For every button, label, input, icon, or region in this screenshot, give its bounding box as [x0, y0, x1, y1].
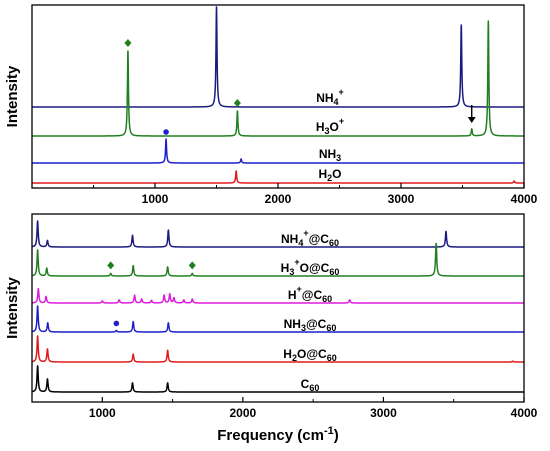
- marker-1-3-0: [113, 320, 120, 327]
- series-label-1-1-after2: @C: [309, 261, 330, 275]
- xtick-label-0-2: 3000: [388, 192, 415, 206]
- series-label-1-0-sub: 4: [298, 238, 303, 248]
- series-label-1-1-sub2: 60: [329, 267, 339, 277]
- series-label-1-4: H2O@C60: [283, 347, 336, 363]
- spectrum-0-2: [32, 138, 524, 164]
- series-label-0-0-sub: 4: [334, 97, 339, 107]
- ylabel-0: Intensity: [4, 65, 21, 127]
- series-label-0-3-sub: 2: [327, 173, 332, 183]
- marker-1-1-0: [107, 261, 115, 270]
- trace-layer: [32, 6, 524, 393]
- series-label-0-2-main: NH: [319, 147, 336, 161]
- series-label-0-1-sub: 3: [325, 126, 330, 136]
- marker-1-1-1: [188, 261, 196, 270]
- series-label-1-4-main: H: [283, 347, 292, 361]
- xlabel-1-sup: -1: [324, 425, 334, 437]
- series-label-1-1-sup: +: [294, 257, 299, 267]
- series-label-1-1-sub: 3: [289, 267, 294, 277]
- xtick-label-0-3: 4000: [511, 192, 538, 206]
- series-label-0-1-after: O: [330, 120, 339, 134]
- marker-0-1-1: [233, 99, 241, 107]
- marker-0-1-0: [124, 39, 132, 47]
- marker-0-2-0: [163, 129, 169, 135]
- panel-0-traces: [32, 6, 524, 184]
- series-label-1-3-after: @C: [306, 317, 327, 331]
- spectrum-1-3: [32, 305, 524, 333]
- series-label-0-2-sub: 3: [336, 153, 341, 163]
- series-label-1-0-sup: +: [303, 228, 308, 238]
- panel-0-frame: [31, 4, 525, 189]
- series-label-1-5: C60: [301, 377, 320, 393]
- series-label-1-2-after: @C: [302, 288, 323, 302]
- series-label-1-3: NH3@C60: [284, 317, 337, 333]
- label-layer: NH4+H3O+NH3H2ONH4+@C60H3+O@C60H+@C60NH3@…: [107, 39, 476, 393]
- series-label-1-3-sub: 3: [301, 323, 306, 333]
- xlabel-1: Frequency (cm-1): [217, 425, 338, 444]
- series-label-0-3-after: O: [332, 167, 341, 181]
- series-label-0-1-sup: +: [339, 116, 344, 126]
- series-label-1-4-after: O@C: [297, 347, 327, 361]
- spectrum-1-1: [32, 242, 524, 277]
- xtick-label-1-1: 2000: [230, 406, 257, 420]
- series-label-1-2: H+@C60: [288, 284, 332, 304]
- xlabel-1-end: ): [334, 427, 339, 444]
- series-label-1-0: NH4+@C60: [281, 228, 339, 248]
- series-label-1-2-main: H: [288, 288, 297, 302]
- panel-1-frame: [31, 213, 525, 403]
- series-label-1-0-main: NH: [281, 232, 298, 246]
- series-label-1-2-sup: +: [297, 284, 302, 294]
- ylabel-1: Intensity: [4, 277, 21, 339]
- xtick-label-0-1: 2000: [265, 192, 292, 206]
- xlabel-1-main: Frequency (cm: [217, 427, 324, 444]
- series-label-0-3-main: H: [318, 167, 327, 181]
- spectrum-0-1: [32, 20, 524, 137]
- series-label-0-2: NH3: [319, 147, 341, 163]
- series-label-0-0-main: NH: [316, 91, 333, 105]
- series-label-0-0-sup: +: [339, 87, 344, 97]
- series-label-1-1: H3+O@C60: [281, 257, 340, 277]
- xtick-label-1-3: 4000: [511, 406, 538, 420]
- series-label-1-0-sub2: 60: [329, 238, 339, 248]
- spectrum-0-3: [32, 170, 524, 184]
- marker-0-1-2-head: [467, 117, 476, 123]
- series-label-1-5-sub: 60: [309, 383, 319, 393]
- series-label-0-0: NH4+: [316, 87, 344, 107]
- spectrum-0-0: [32, 6, 524, 108]
- xtick-label-0-0: 1000: [142, 192, 169, 206]
- series-label-0-1: H3O+: [316, 116, 344, 136]
- spectrum-1-5: [32, 365, 524, 393]
- panel-1-traces: [32, 220, 524, 393]
- series-label-1-1-after: O: [300, 261, 309, 275]
- xtick-label-1-0: 1000: [89, 406, 116, 420]
- series-label-1-2-sub2: 60: [322, 294, 332, 304]
- series-label-1-1-main: H: [281, 261, 290, 275]
- series-label-1-4-sub: 2: [292, 353, 297, 363]
- axes-layer: 1000 2000 3000 4000 Intensity 1000 2000 3000 400…: [4, 4, 538, 444]
- series-label-0-3: H2O: [318, 167, 341, 183]
- spectrum-1-2: [32, 287, 524, 304]
- series-label-1-3-main: NH: [284, 317, 301, 331]
- series-label-0-1-main: H: [316, 120, 325, 134]
- series-label-1-0-after: @C: [309, 232, 330, 246]
- series-label-1-5-main: C: [301, 377, 310, 391]
- spectrum-1-4: [32, 335, 524, 363]
- spectrum-1-0: [32, 220, 524, 248]
- series-label-1-4-sub2: 60: [327, 353, 337, 363]
- xtick-label-1-2: 3000: [370, 406, 397, 420]
- series-label-1-3-sub2: 60: [326, 323, 336, 333]
